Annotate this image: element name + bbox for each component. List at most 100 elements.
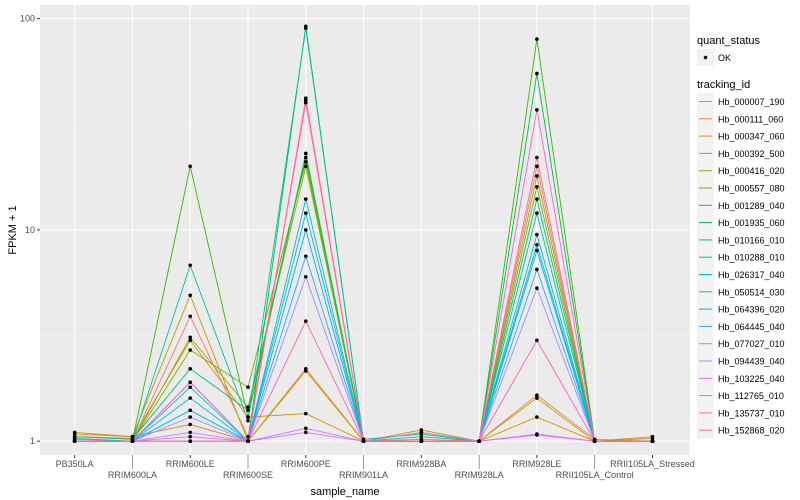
data-point-Hb_010288_010 bbox=[246, 418, 250, 423]
data-point-Hb_010166_010 bbox=[246, 408, 250, 413]
data-point-Hb_152868_020 bbox=[535, 155, 539, 160]
data-point-Hb_000557_080 bbox=[303, 160, 308, 164]
legend-label: Hb_103225_040 bbox=[718, 374, 785, 384]
legend-point-icon bbox=[703, 55, 708, 60]
legend-label: Hb_000557_080 bbox=[718, 184, 785, 194]
data-point-Hb_010288_010 bbox=[419, 434, 424, 439]
data-point-Hb_094439_040 bbox=[303, 426, 308, 431]
data-point-Hb_152868_020 bbox=[477, 439, 481, 443]
x-tick-label: RRIM600LA bbox=[108, 470, 157, 480]
data-point-Hb_112765_010 bbox=[535, 108, 539, 112]
legend-label: Hb_001935_060 bbox=[718, 218, 785, 228]
legend: quant_status OK tracking_id Hb_000007_19… bbox=[697, 35, 785, 439]
data-point-Hb_010166_010 bbox=[303, 155, 308, 160]
legend-label: Hb_135737_010 bbox=[718, 408, 785, 418]
data-point-Hb_000111_060 bbox=[535, 393, 539, 398]
legend-label: Hb_000111_060 bbox=[718, 114, 783, 124]
x-tick-label: RRIM901LA bbox=[339, 470, 388, 480]
data-point-Hb_152868_020 bbox=[650, 439, 655, 443]
data-point-Hb_026317_040 bbox=[535, 232, 539, 237]
data-point-Hb_152868_020 bbox=[592, 439, 597, 443]
data-point-Hb_064396_020 bbox=[303, 228, 308, 232]
legend-label: Hb_026317_040 bbox=[718, 270, 785, 280]
data-point-Hb_001289_040 bbox=[303, 151, 308, 156]
x-tick-label: RRIM600SE bbox=[223, 470, 273, 480]
x-tick-label: RRIM600LE bbox=[166, 459, 215, 469]
data-point-Hb_001289_040 bbox=[535, 37, 539, 41]
x-tick-label: RRIM928LE bbox=[512, 459, 561, 469]
data-point-Hb_064396_020 bbox=[188, 408, 193, 413]
data-point-Hb_094439_040 bbox=[419, 430, 424, 435]
legend-label: Hb_000392_500 bbox=[718, 149, 785, 159]
data-point-Hb_152868_020 bbox=[419, 439, 424, 443]
legend-label: Hb_010288_010 bbox=[718, 253, 785, 263]
data-point-Hb_000416_020 bbox=[303, 164, 308, 169]
data-point-Hb_001289_040 bbox=[188, 164, 193, 169]
data-point-Hb_094439_040 bbox=[188, 430, 193, 435]
data-point-Hb_000392_500 bbox=[188, 293, 193, 298]
data-point-Hb_000416_020 bbox=[650, 436, 655, 441]
legend-label: Hb_152868_020 bbox=[718, 426, 785, 436]
data-point-Hb_010288_010 bbox=[188, 263, 193, 268]
data-point-Hb_010166_010 bbox=[188, 367, 193, 371]
data-point-Hb_077027_010 bbox=[535, 286, 539, 290]
data-point-Hb_077027_010 bbox=[188, 415, 193, 419]
data-point-Hb_135737_010 bbox=[535, 338, 539, 343]
data-point-Hb_000392_500 bbox=[419, 428, 424, 432]
data-point-Hb_010288_010 bbox=[535, 211, 539, 215]
data-point-Hb_000347_060 bbox=[303, 411, 308, 416]
legend-label: Hb_064445_040 bbox=[718, 322, 785, 332]
legend-label: Hb_000347_060 bbox=[718, 132, 785, 142]
data-point-Hb_064396_020 bbox=[535, 248, 539, 253]
data-point-Hb_000111_060 bbox=[188, 422, 193, 427]
data-point-Hb_010166_010 bbox=[535, 197, 539, 201]
data-point-Hb_000347_060 bbox=[535, 415, 539, 419]
legend-label: Hb_077027_010 bbox=[718, 339, 785, 349]
data-point-Hb_064445_040 bbox=[303, 254, 308, 259]
data-point-Hb_050514_030 bbox=[303, 211, 308, 215]
x-tick-label: RRIM928BA bbox=[396, 459, 446, 469]
legend-label: Hb_010166_010 bbox=[718, 235, 785, 245]
data-point-Hb_050514_030 bbox=[188, 396, 193, 400]
data-point-Hb_152868_020 bbox=[188, 439, 193, 443]
x-tick-label: RRII105LA_Stressed bbox=[610, 459, 695, 469]
data-point-Hb_001935_060 bbox=[535, 71, 539, 76]
x-tick-label: RRIM928LA bbox=[455, 470, 504, 480]
data-point-Hb_000392_500 bbox=[535, 396, 539, 400]
legend-label: Hb_112765_010 bbox=[718, 391, 784, 401]
legend-title-tracking-id: tracking_id bbox=[697, 79, 750, 91]
legend-title-quant-status: quant_status bbox=[697, 35, 760, 47]
data-point-Hb_077027_010 bbox=[303, 274, 308, 279]
y-tick-label: 100 bbox=[20, 14, 35, 24]
data-point-Hb_000416_020 bbox=[188, 335, 193, 340]
legend-label-ok: OK bbox=[718, 53, 731, 63]
x-tick-label: RRIM600PE bbox=[281, 459, 331, 469]
data-point-Hb_103225_040 bbox=[535, 433, 539, 437]
data-point-Hb_000007_190 bbox=[535, 164, 539, 169]
data-point-Hb_000347_060 bbox=[188, 338, 193, 343]
y-tick-label: 10 bbox=[25, 225, 35, 235]
data-point-Hb_152868_020 bbox=[361, 439, 366, 443]
data-point-Hb_152868_020 bbox=[72, 439, 77, 443]
data-point-Hb_000557_080 bbox=[246, 385, 250, 390]
data-point-Hb_103225_040 bbox=[303, 430, 308, 435]
data-point-Hb_152868_020 bbox=[130, 439, 135, 443]
data-point-Hb_112765_010 bbox=[188, 380, 193, 385]
data-point-Hb_000392_500 bbox=[303, 369, 308, 373]
data-point-Hb_000416_020 bbox=[246, 405, 250, 409]
data-point-Hb_026317_040 bbox=[188, 385, 193, 390]
legend-label: Hb_000007_190 bbox=[718, 97, 785, 107]
legend-label: Hb_094439_040 bbox=[718, 357, 785, 367]
y-tick-label: 1 bbox=[30, 436, 35, 446]
data-point-Hb_000557_080 bbox=[188, 348, 193, 352]
data-point-Hb_064445_040 bbox=[535, 267, 539, 272]
legend-label: Hb_064396_020 bbox=[718, 305, 785, 315]
data-point-Hb_050514_030 bbox=[535, 243, 539, 247]
data-point-Hb_000007_190 bbox=[188, 314, 193, 319]
legend-label: Hb_050514_030 bbox=[718, 287, 785, 297]
x-axis-title: sample_name bbox=[310, 486, 379, 498]
x-tick-label: RRII105LA_Control bbox=[556, 470, 634, 480]
data-point-Hb_000416_020 bbox=[535, 174, 539, 178]
data-point-Hb_152868_020 bbox=[246, 439, 250, 443]
